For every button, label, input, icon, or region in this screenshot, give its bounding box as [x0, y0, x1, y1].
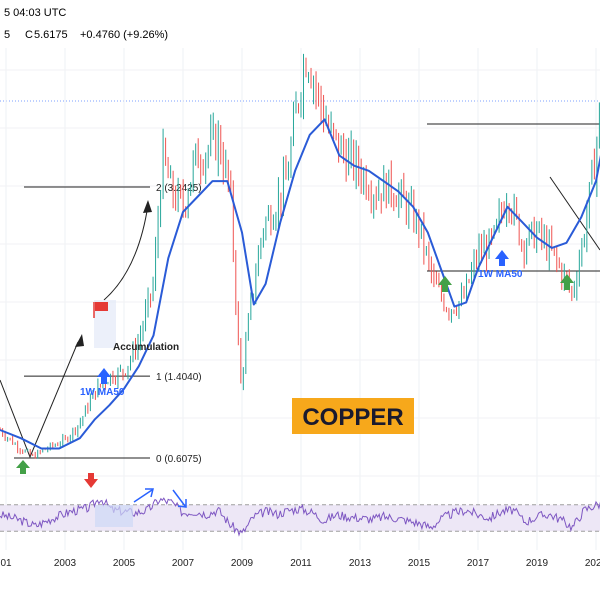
ma50-line: [0, 118, 600, 450]
price-layer: [0, 53, 600, 459]
wedge-line: [549, 176, 600, 251]
fib-label-0: 0 (0.6075): [156, 454, 202, 465]
impulse-arrow-head-2: [143, 200, 152, 213]
annotation-layer: Accumulation 1W MA50 1W MA50 COPPER: [16, 250, 574, 527]
title-badge-text: COPPER: [302, 404, 403, 431]
rsi-line: [0, 497, 600, 537]
title-badge: [292, 398, 414, 434]
grid: [0, 48, 600, 550]
impulse-path-2: [103, 204, 149, 301]
header-change: +0.4760 (+9.26%): [80, 29, 168, 41]
arrow-down-icon: [84, 473, 98, 488]
x-tick-label-7: 2015: [408, 558, 431, 569]
x-tick-label-1: 2003: [54, 558, 77, 569]
rsi-accumulation-zone: [95, 505, 133, 527]
arrow-up-icon-2: [97, 368, 111, 384]
ma-label-right: 1W MA50: [478, 269, 523, 280]
header-time: 5 04:03 UTC: [4, 7, 66, 19]
accumulation-zone: [94, 300, 116, 348]
rsi-arrow-down-head: [177, 499, 187, 508]
x-tick-label-0: 01: [0, 558, 12, 569]
impulse-arrow-head-1: [75, 334, 84, 347]
accumulation-label: Accumulation: [113, 342, 179, 353]
x-axis: 01 2003 2005 2007 2009 2011 2013 2015 2017 2019 20…: [0, 558, 600, 569]
arrow-up-icon-5: [560, 274, 574, 290]
x-tick-label-5: 2011: [290, 558, 312, 569]
flag-icon: [95, 302, 108, 311]
x-tick-label-9: 2019: [526, 558, 549, 569]
x-tick-label-10: 2021: [585, 558, 600, 569]
impulse-path-1: [0, 341, 79, 459]
header-ohlc-fragment: 5: [4, 29, 10, 41]
x-tick-label-6: 2013: [349, 558, 372, 569]
rsi-band: [0, 504, 600, 532]
x-tick-label-4: 2009: [231, 558, 254, 569]
x-tick-label-2: 2005: [113, 558, 136, 569]
ma-label-left: 1W MA50: [80, 387, 125, 398]
fib-label-2: 2 (3.2425): [156, 183, 202, 194]
x-tick-label-8: 2017: [467, 558, 490, 569]
arrow-up-icon-1: [16, 460, 30, 474]
rsi-arrow-up-head: [145, 488, 154, 498]
fib-label-1: 1 (1.4040): [156, 372, 202, 383]
header-close-value: 5.6175: [34, 29, 68, 41]
header-close-label: C: [25, 29, 33, 41]
rsi-arrow-down: [172, 489, 186, 507]
rsi-panel: [0, 497, 600, 537]
arrow-up-icon-4: [495, 250, 509, 266]
trend-lines: [0, 123, 600, 459]
fib-levels: 0 (0.6075) 1 (1.4040) 2 (3.2425): [14, 183, 202, 465]
rsi-arrow-up: [133, 489, 153, 503]
ma-layer: [0, 118, 600, 450]
arrow-up-icon-3: [438, 276, 452, 292]
x-tick-label-3: 2007: [172, 558, 195, 569]
